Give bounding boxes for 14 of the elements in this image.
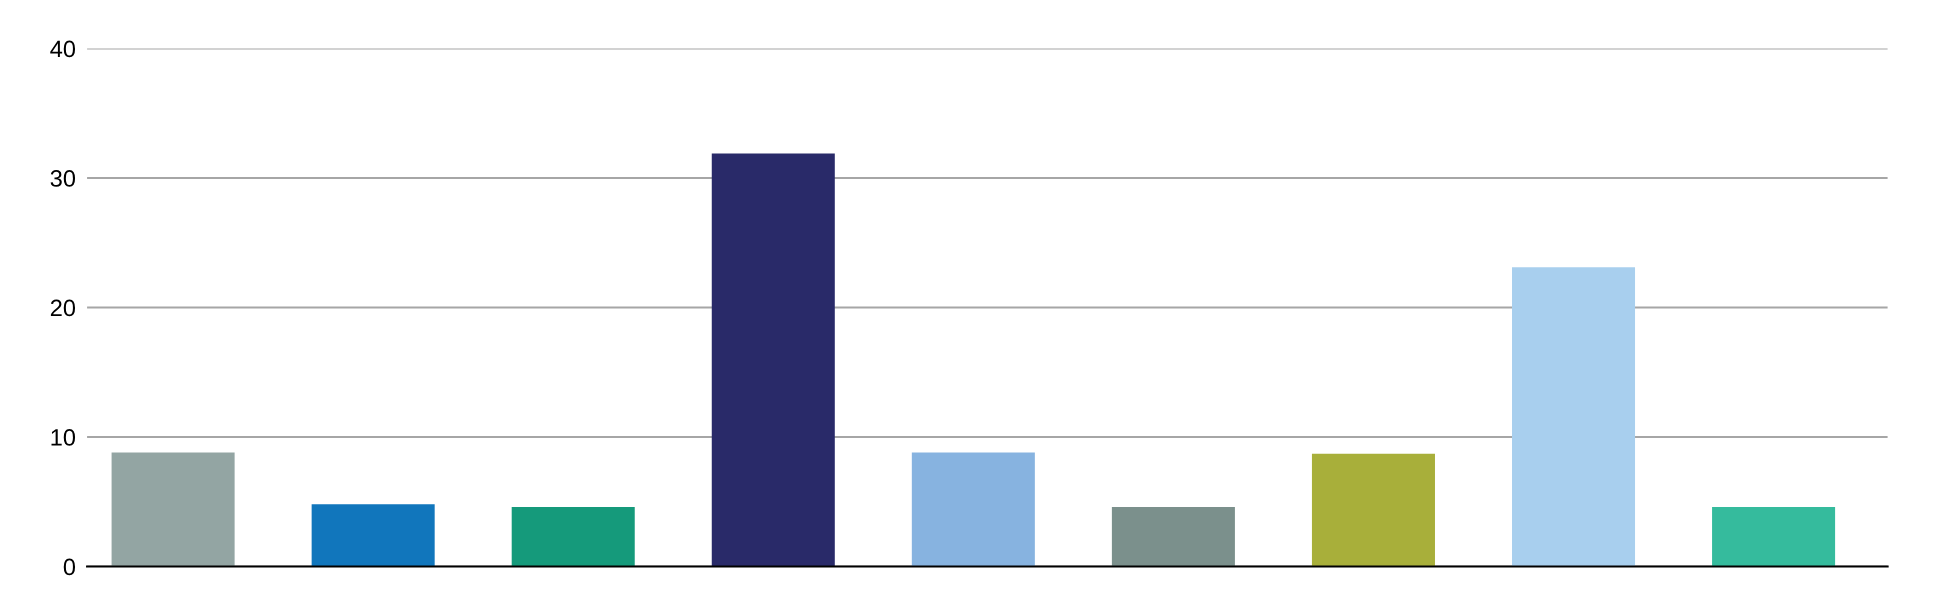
bar: [511, 506, 635, 567]
y-tick-label: 30: [50, 170, 76, 187]
bar: [1512, 267, 1636, 567]
bar: [311, 504, 435, 567]
y-tick-label: 0: [63, 558, 76, 576]
y-tick-label: 40: [50, 40, 76, 58]
bar: [111, 452, 235, 567]
y-tick-label: 10: [51, 429, 76, 446]
bar: [1111, 506, 1235, 567]
bar: [1311, 453, 1435, 567]
bar: [911, 452, 1035, 567]
bar: [711, 153, 835, 567]
y-tick-label: 20: [50, 299, 76, 317]
bar: [1712, 506, 1836, 567]
